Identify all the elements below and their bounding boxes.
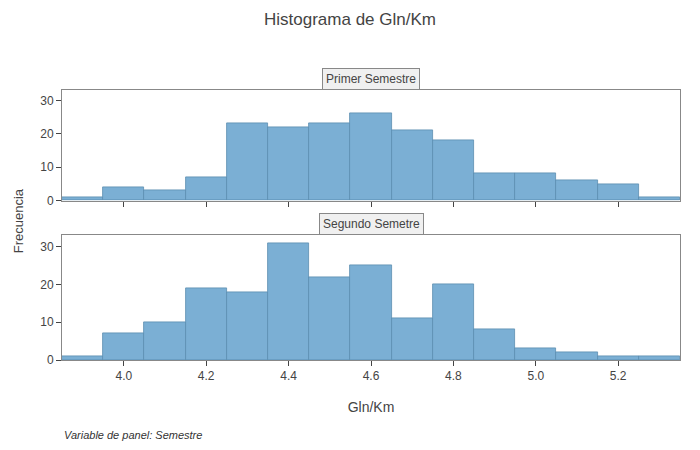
svg-text:Gln/Km: Gln/Km <box>348 399 395 415</box>
svg-text:4.6: 4.6 <box>363 369 380 383</box>
svg-text:10: 10 <box>40 315 54 329</box>
svg-text:30: 30 <box>40 240 54 254</box>
svg-text:5.0: 5.0 <box>527 369 544 383</box>
svg-text:4.2: 4.2 <box>198 369 215 383</box>
svg-text:30: 30 <box>40 94 54 108</box>
svg-text:0: 0 <box>47 194 54 208</box>
svg-text:Primer Semestre: Primer Semestre <box>326 72 416 86</box>
svg-text:4.8: 4.8 <box>445 369 462 383</box>
svg-text:Histograma de Gln/Km: Histograma de Gln/Km <box>264 10 436 29</box>
svg-text:0: 0 <box>47 353 54 367</box>
svg-text:20: 20 <box>40 127 54 141</box>
svg-text:5.2: 5.2 <box>610 369 627 383</box>
svg-text:Frecuencia: Frecuencia <box>11 188 26 253</box>
svg-text:4.0: 4.0 <box>115 369 132 383</box>
svg-text:Variable de panel: Semestre: Variable de panel: Semestre <box>64 429 202 441</box>
svg-text:20: 20 <box>40 278 54 292</box>
svg-text:4.4: 4.4 <box>280 369 297 383</box>
svg-text:10: 10 <box>40 160 54 174</box>
svg-text:Segundo Semetre: Segundo Semetre <box>323 217 420 231</box>
